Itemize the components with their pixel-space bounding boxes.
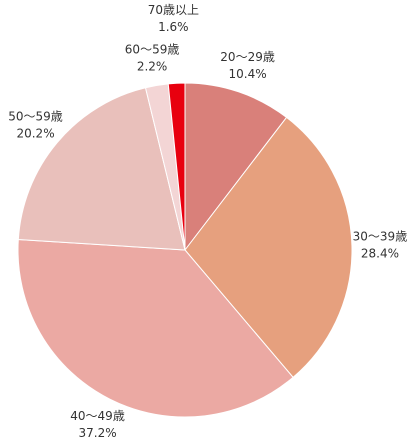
- slice-value-label: 2.2%: [137, 59, 168, 73]
- slice-label: 20～29歳: [220, 50, 275, 64]
- slice-value-label: 1.6%: [158, 20, 189, 34]
- pie-slice: [184, 82, 288, 252]
- pie-slice: [17, 87, 186, 251]
- slice-label: 50～59歳: [8, 109, 63, 123]
- slice-label: 40～49歳: [70, 409, 125, 423]
- pie-slice: [167, 82, 186, 251]
- slice-label: 60～59歳: [125, 42, 180, 56]
- slice-value-label: 37.2%: [79, 426, 117, 440]
- slice-value-label: 28.4%: [361, 247, 399, 261]
- slice-value-label: 10.4%: [229, 67, 267, 81]
- pie-slice: [17, 238, 294, 418]
- slice-label: 70歳以上: [148, 3, 199, 17]
- pie-slice: [184, 116, 353, 379]
- slice-value-label: 20.2%: [16, 126, 54, 140]
- slice-label: 30～39歳: [353, 230, 408, 244]
